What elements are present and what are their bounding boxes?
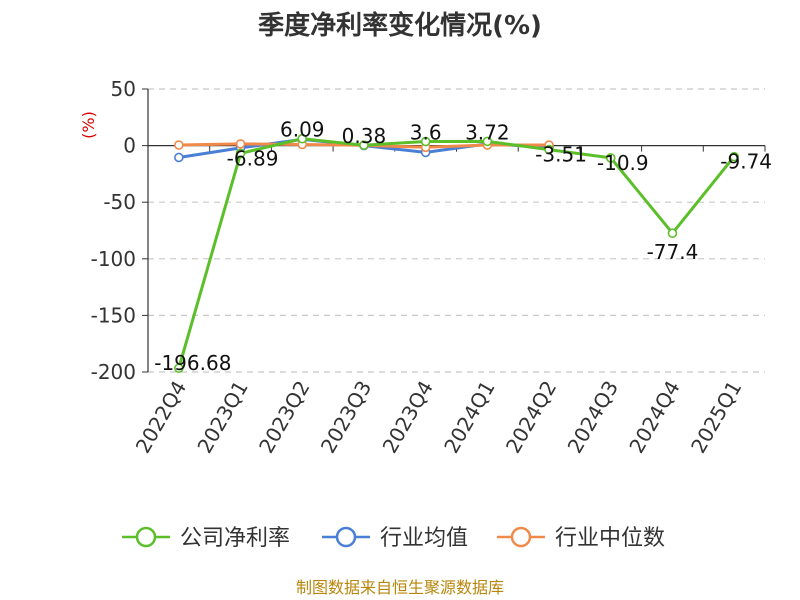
data-label-layer: -196.68 -6.896.09 0.38 3.6 3.72 -3.51 -10.9 -77… [154,118,772,376]
series-layer [174,133,739,374]
y-tick-label: 0 [123,134,136,158]
y-tick-label: -100 [91,247,136,271]
data-label: -6.89 [227,146,279,170]
series-point-0 [174,363,184,374]
x-tick-label: 2024Q1 [439,376,499,457]
data-label: -9.74 [720,150,772,174]
y-tick-label: -200 [91,360,136,384]
data-label: 6.09 [280,118,325,142]
data-label: -77.4 [647,240,699,264]
legend-label: 行业中位数 [555,526,665,551]
series-point-0 [544,144,554,155]
series-point-0 [420,136,431,147]
series-point-1 [174,152,184,163]
legend-label: 行业均值 [380,526,468,551]
data-label: 0.38 [342,124,387,148]
series-point-2 [235,139,246,149]
series-point-0 [729,151,739,162]
data-label: -3.51 [535,143,587,167]
x-tick-label: 2022Q4 [131,377,191,458]
x-tick-label: 2023Q3 [316,377,376,458]
legend-swatch-marker [510,526,532,548]
legend-label: 公司净利率 [180,526,290,551]
series-point-0 [235,148,246,159]
y-tick-label: -150 [91,303,136,327]
series-point-0 [605,153,616,163]
chart-title: 季度净利率变化情况(%) [258,10,542,41]
y-axis-unit: (%) [79,111,98,139]
legend: 公司净利率 行业均值 行业中位数 [122,526,665,551]
legend-item-2[interactable]: 行业中位数 [497,526,665,551]
x-tick-label: 2023Q2 [254,377,314,458]
data-label: 3.6 [410,121,442,145]
series-line-0 [177,137,736,369]
series-point-2 [174,140,184,150]
series-point-0 [297,133,308,144]
legend-swatch-marker [335,526,357,548]
legend-item-0[interactable]: 公司净利率 [122,526,290,551]
source-note: 制图数据来自恒生聚源数据库 [296,578,504,597]
legend-item-1[interactable]: 行业均值 [322,526,468,551]
x-tick-label: 2025Q1 [686,377,746,458]
grid-layer [148,88,765,373]
x-tick-label: 2024Q3 [563,377,623,458]
series-point-0 [482,136,493,147]
data-label: -10.9 [597,151,649,175]
x-tick-label: 2024Q4 [624,377,684,458]
series-point-0 [359,140,369,150]
data-label: 3.72 [465,120,510,144]
x-tick-label: 2024Q2 [501,377,561,458]
series-point-0 [667,228,678,239]
data-label: -196.68 [154,351,231,375]
x-tick-label: 2023Q1 [192,377,252,458]
y-tick-label: 50 [111,77,136,101]
y-tick-label: -50 [103,190,136,214]
x-tick-label: 2023Q4 [378,377,438,458]
legend-swatch-marker [135,526,157,548]
